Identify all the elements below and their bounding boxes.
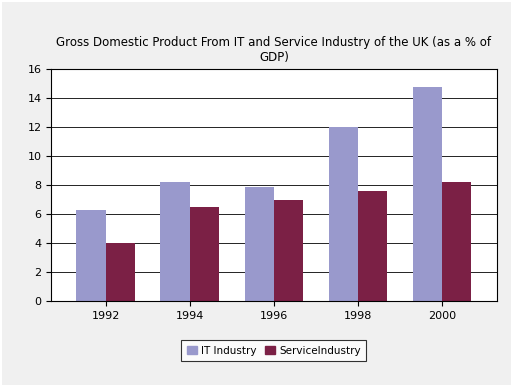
Legend: IT Industry, ServiceIndustry: IT Industry, ServiceIndustry	[181, 340, 367, 361]
Bar	[274, 200, 303, 301]
Bar	[329, 127, 358, 301]
Bar	[76, 210, 106, 301]
Bar	[106, 243, 135, 301]
Bar	[442, 183, 472, 301]
Bar	[413, 87, 442, 301]
Bar	[160, 183, 190, 301]
Bar	[245, 187, 274, 301]
Title: Gross Domestic Product From IT and Service Industry of the UK (as a % of
GDP): Gross Domestic Product From IT and Servi…	[56, 36, 492, 64]
Bar	[358, 191, 388, 301]
Bar	[190, 207, 219, 301]
